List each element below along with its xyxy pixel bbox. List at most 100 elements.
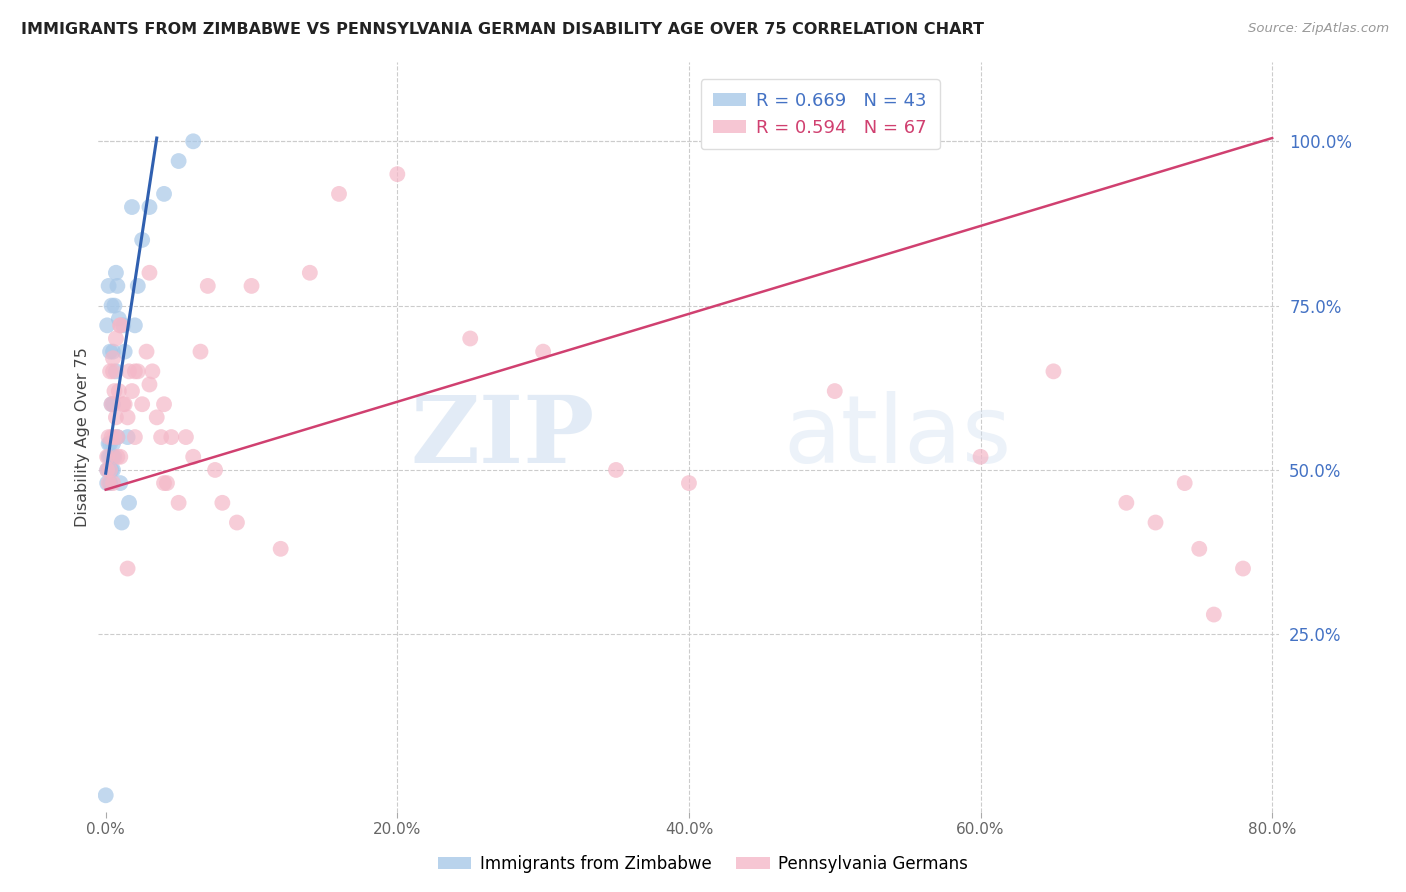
Point bbox=[1202, 607, 1225, 622]
Y-axis label: Disability Age Over 75: Disability Age Over 75 bbox=[75, 347, 90, 527]
Point bbox=[1144, 516, 1167, 530]
Point bbox=[153, 397, 176, 411]
Point bbox=[100, 430, 122, 444]
Point bbox=[197, 279, 219, 293]
Point bbox=[124, 364, 146, 378]
Point bbox=[458, 331, 481, 345]
Point bbox=[110, 476, 132, 491]
Point bbox=[124, 430, 146, 444]
Point bbox=[97, 436, 120, 450]
Point bbox=[98, 463, 121, 477]
Point bbox=[98, 450, 121, 464]
Point bbox=[103, 299, 125, 313]
Point bbox=[97, 279, 120, 293]
Point bbox=[824, 384, 846, 398]
Text: atlas: atlas bbox=[783, 391, 1012, 483]
Point bbox=[135, 344, 157, 359]
Point bbox=[387, 167, 409, 181]
Point bbox=[240, 279, 263, 293]
Point bbox=[100, 463, 122, 477]
Point bbox=[97, 450, 120, 464]
Point bbox=[138, 266, 160, 280]
Point bbox=[101, 450, 124, 464]
Point bbox=[150, 430, 173, 444]
Point bbox=[1188, 541, 1211, 556]
Point bbox=[100, 397, 122, 411]
Point bbox=[118, 496, 141, 510]
Point bbox=[153, 186, 176, 201]
Point bbox=[145, 410, 167, 425]
Point bbox=[114, 344, 136, 359]
Point bbox=[96, 463, 118, 477]
Point bbox=[108, 384, 131, 398]
Point bbox=[101, 351, 124, 366]
Point bbox=[1042, 364, 1064, 378]
Point bbox=[96, 318, 118, 333]
Point bbox=[121, 384, 143, 398]
Point bbox=[110, 318, 132, 333]
Point bbox=[101, 463, 124, 477]
Point bbox=[108, 311, 131, 326]
Point bbox=[104, 364, 127, 378]
Point bbox=[96, 463, 118, 477]
Text: Source: ZipAtlas.com: Source: ZipAtlas.com bbox=[1249, 22, 1389, 36]
Point bbox=[103, 430, 125, 444]
Point bbox=[101, 476, 124, 491]
Point bbox=[96, 476, 118, 491]
Point bbox=[138, 377, 160, 392]
Point bbox=[531, 344, 554, 359]
Point bbox=[104, 266, 127, 280]
Point bbox=[226, 516, 249, 530]
Point bbox=[105, 450, 128, 464]
Point bbox=[114, 397, 136, 411]
Point bbox=[1174, 476, 1197, 491]
Point bbox=[117, 410, 139, 425]
Point bbox=[97, 476, 120, 491]
Legend: Immigrants from Zimbabwe, Pennsylvania Germans: Immigrants from Zimbabwe, Pennsylvania G… bbox=[432, 848, 974, 880]
Point bbox=[167, 154, 190, 169]
Point bbox=[101, 344, 124, 359]
Point bbox=[1232, 561, 1254, 575]
Point bbox=[112, 318, 135, 333]
Legend: R = 0.669   N = 43, R = 0.594   N = 67: R = 0.669 N = 43, R = 0.594 N = 67 bbox=[700, 79, 939, 149]
Point bbox=[110, 318, 132, 333]
Point bbox=[328, 186, 350, 201]
Point bbox=[97, 430, 120, 444]
Point bbox=[100, 299, 122, 313]
Point bbox=[190, 344, 212, 359]
Point bbox=[117, 561, 139, 575]
Point bbox=[101, 364, 124, 378]
Point bbox=[127, 364, 149, 378]
Point bbox=[110, 450, 132, 464]
Point bbox=[138, 200, 160, 214]
Point bbox=[98, 476, 121, 491]
Text: IMMIGRANTS FROM ZIMBABWE VS PENNSYLVANIA GERMAN DISABILITY AGE OVER 75 CORRELATI: IMMIGRANTS FROM ZIMBABWE VS PENNSYLVANIA… bbox=[21, 22, 984, 37]
Point bbox=[103, 450, 125, 464]
Point bbox=[174, 430, 197, 444]
Point bbox=[167, 496, 190, 510]
Point bbox=[112, 397, 135, 411]
Point bbox=[98, 436, 121, 450]
Point bbox=[98, 364, 121, 378]
Point bbox=[678, 476, 700, 491]
Text: ZIP: ZIP bbox=[411, 392, 595, 482]
Point bbox=[181, 450, 204, 464]
Point bbox=[141, 364, 163, 378]
Point bbox=[101, 436, 124, 450]
Point bbox=[204, 463, 226, 477]
Point bbox=[97, 463, 120, 477]
Point bbox=[101, 397, 124, 411]
Point bbox=[121, 200, 143, 214]
Point bbox=[131, 233, 153, 247]
Point bbox=[105, 430, 128, 444]
Point bbox=[111, 516, 134, 530]
Point bbox=[100, 450, 122, 464]
Point bbox=[131, 397, 153, 411]
Point bbox=[969, 450, 991, 464]
Point bbox=[160, 430, 183, 444]
Point bbox=[104, 410, 127, 425]
Point bbox=[605, 463, 627, 477]
Point bbox=[181, 134, 204, 148]
Point bbox=[104, 331, 127, 345]
Point bbox=[98, 463, 121, 477]
